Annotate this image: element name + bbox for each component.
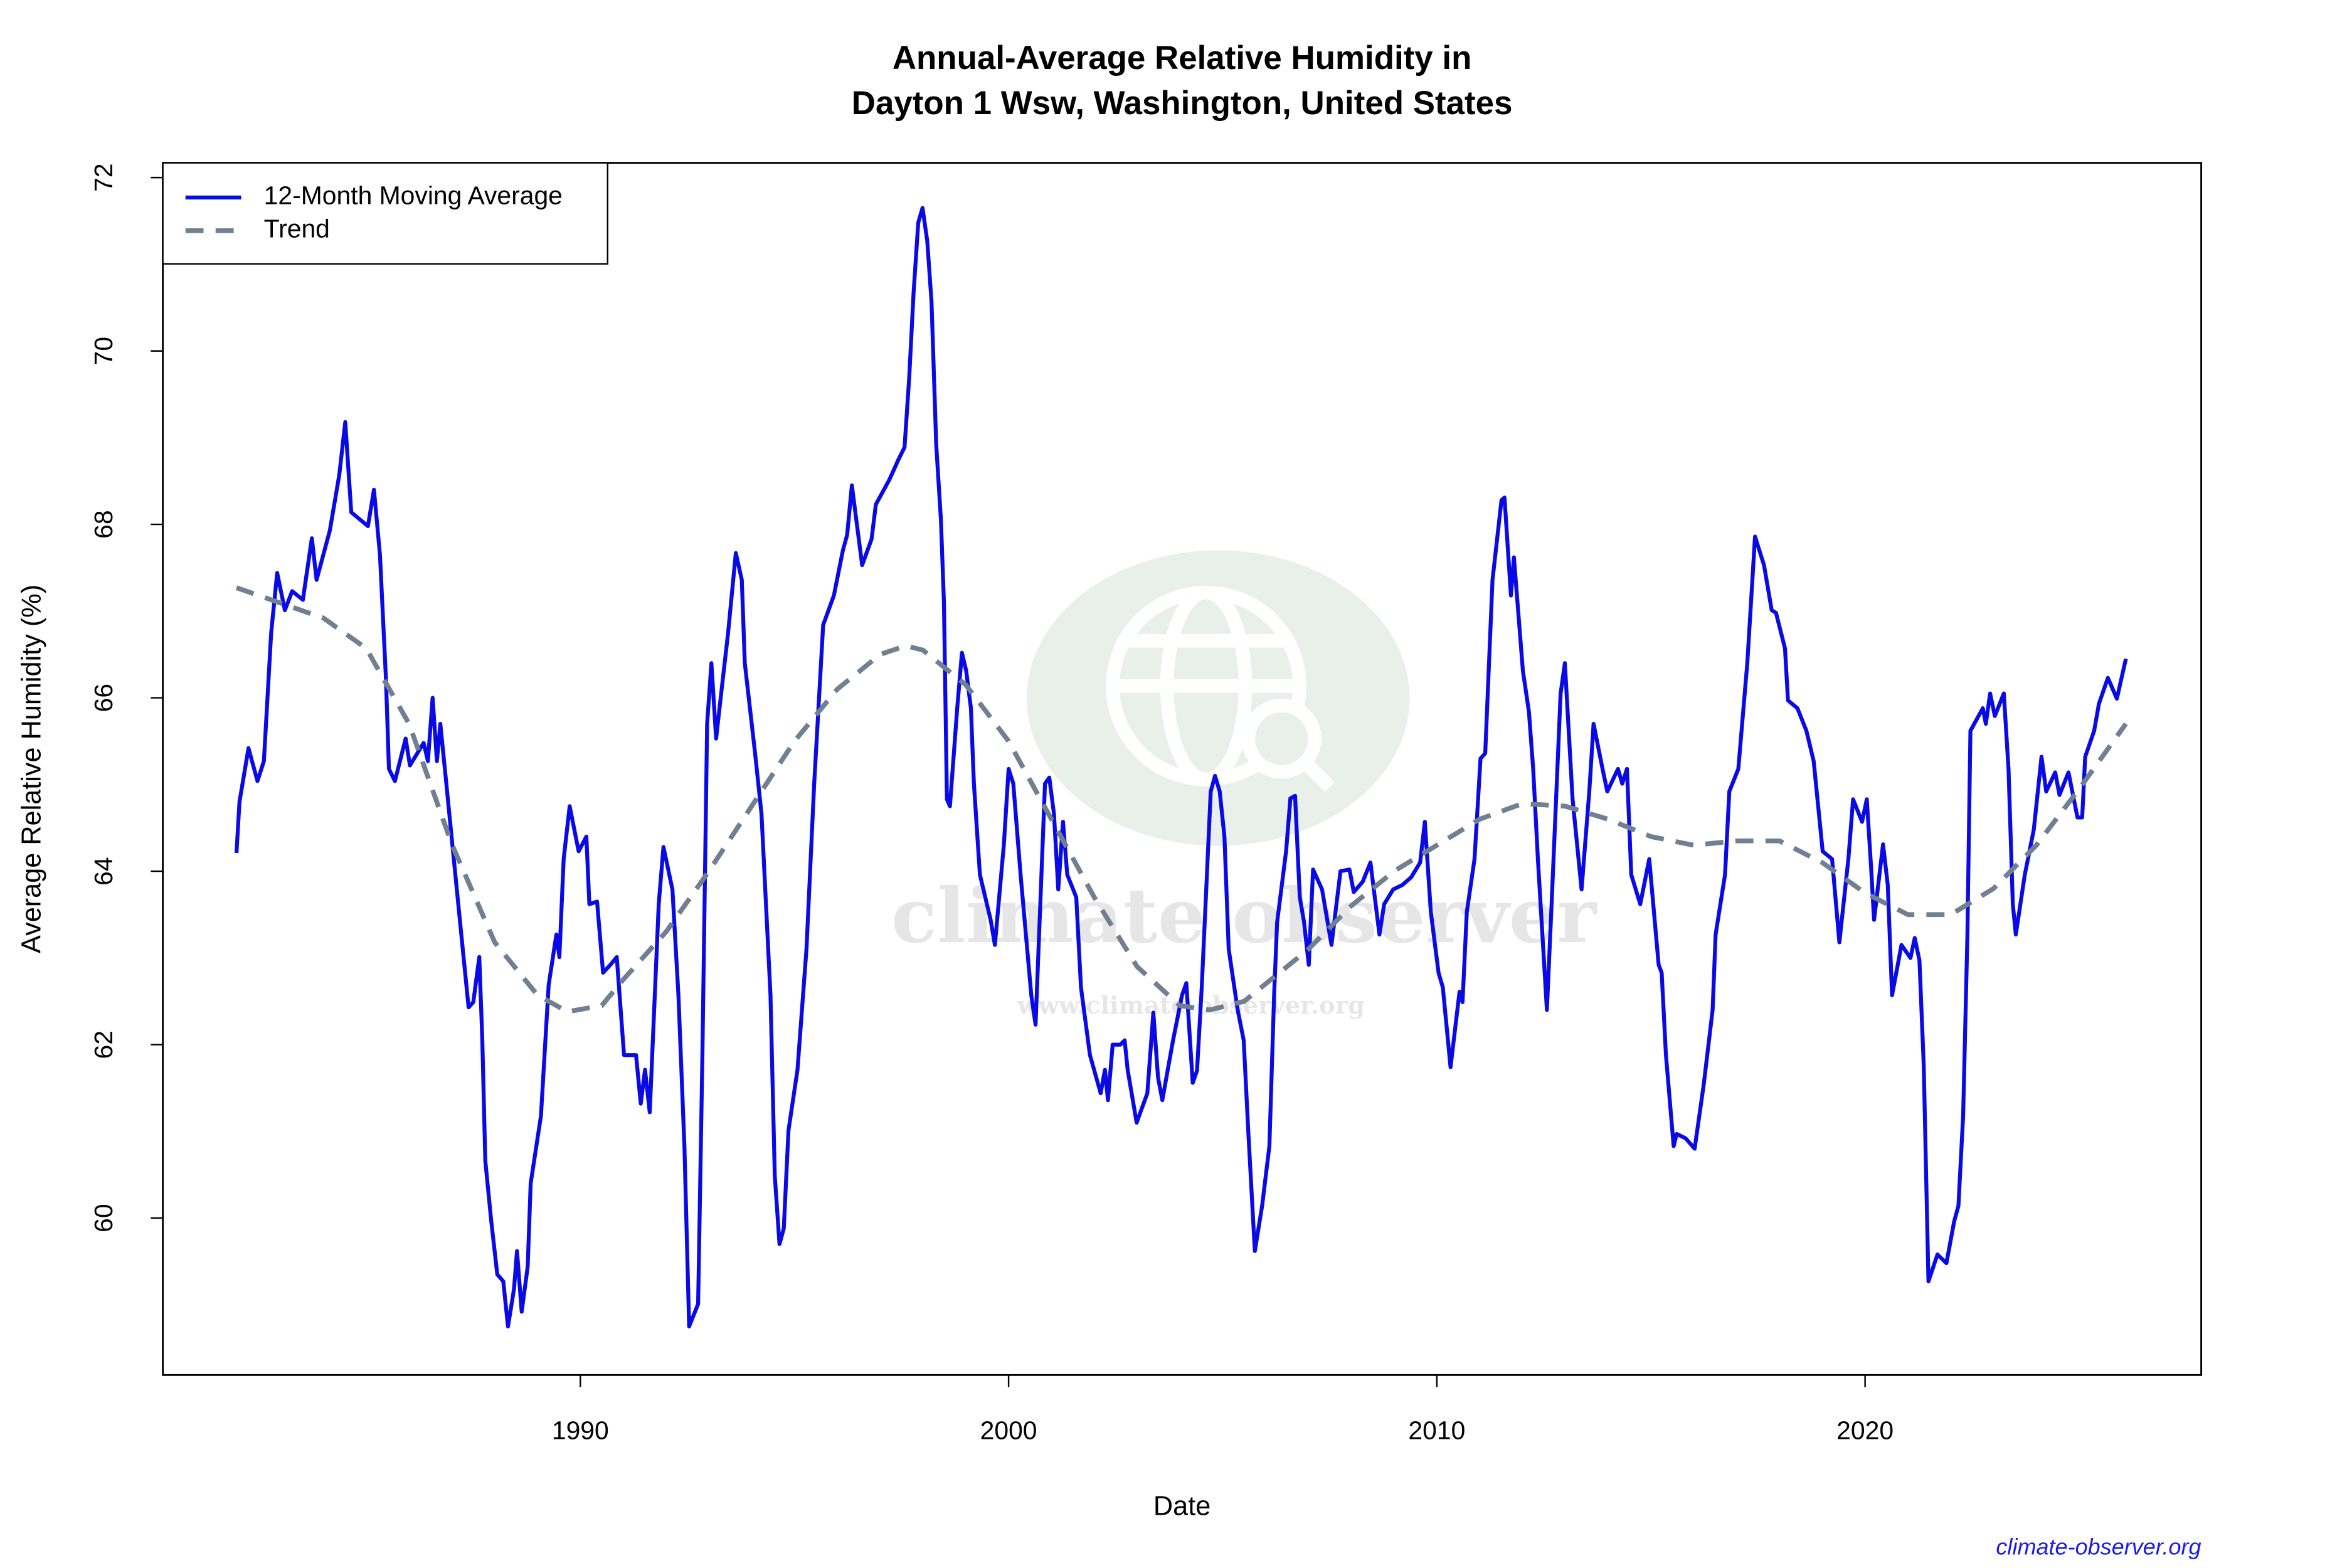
x-axis-label: Date xyxy=(1153,1491,1210,1521)
x-tick-label: 2010 xyxy=(1408,1416,1465,1444)
y-axis-label: Average Relative Humidity (%) xyxy=(16,585,46,953)
series-line xyxy=(235,585,2128,1014)
y-tick-label: 70 xyxy=(89,337,118,365)
x-tick-label: 2000 xyxy=(980,1416,1037,1444)
watermark-text: climate observer xyxy=(891,872,1597,960)
y-tick-label: 64 xyxy=(89,857,118,885)
legend: 12-Month Moving Average Trend xyxy=(162,162,608,265)
x-tick-label: 1990 xyxy=(552,1416,609,1444)
x-tick-label: 2020 xyxy=(1836,1416,1894,1444)
chart-title: Annual-Average Relative Humidity in xyxy=(893,40,1472,77)
series-line xyxy=(234,206,2128,1329)
y-tick-label: 72 xyxy=(89,163,118,191)
y-tick-label: 66 xyxy=(89,684,118,712)
legend-box xyxy=(162,162,608,265)
source-credit: climate-observer.org xyxy=(1996,1534,2201,1559)
y-tick-label: 62 xyxy=(89,1030,118,1059)
y-tick-label: 68 xyxy=(89,510,118,538)
legend-label: 12-Month Moving Average xyxy=(264,181,563,210)
chart-title: Dayton 1 Wsw, Washington, United States xyxy=(852,85,1513,122)
plot-frame xyxy=(162,162,2203,1376)
legend-label: Trend xyxy=(264,215,330,243)
watermark-globe xyxy=(1106,585,1335,792)
y-tick-label: 60 xyxy=(89,1204,118,1232)
watermark: climate observer www.climate-observer.or… xyxy=(891,550,1597,1020)
